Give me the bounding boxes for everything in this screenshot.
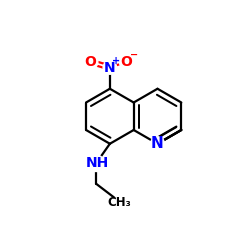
Circle shape [119, 55, 133, 69]
Circle shape [88, 155, 104, 172]
Text: +: + [112, 56, 120, 66]
Circle shape [84, 55, 98, 69]
Text: CH₃: CH₃ [107, 196, 131, 209]
Text: O: O [84, 55, 96, 69]
Circle shape [103, 61, 117, 74]
Text: −: − [130, 50, 138, 60]
Text: N: N [104, 61, 116, 75]
Text: NH: NH [86, 156, 109, 170]
Text: O: O [120, 55, 132, 69]
Circle shape [150, 137, 164, 151]
Text: N: N [151, 136, 164, 151]
